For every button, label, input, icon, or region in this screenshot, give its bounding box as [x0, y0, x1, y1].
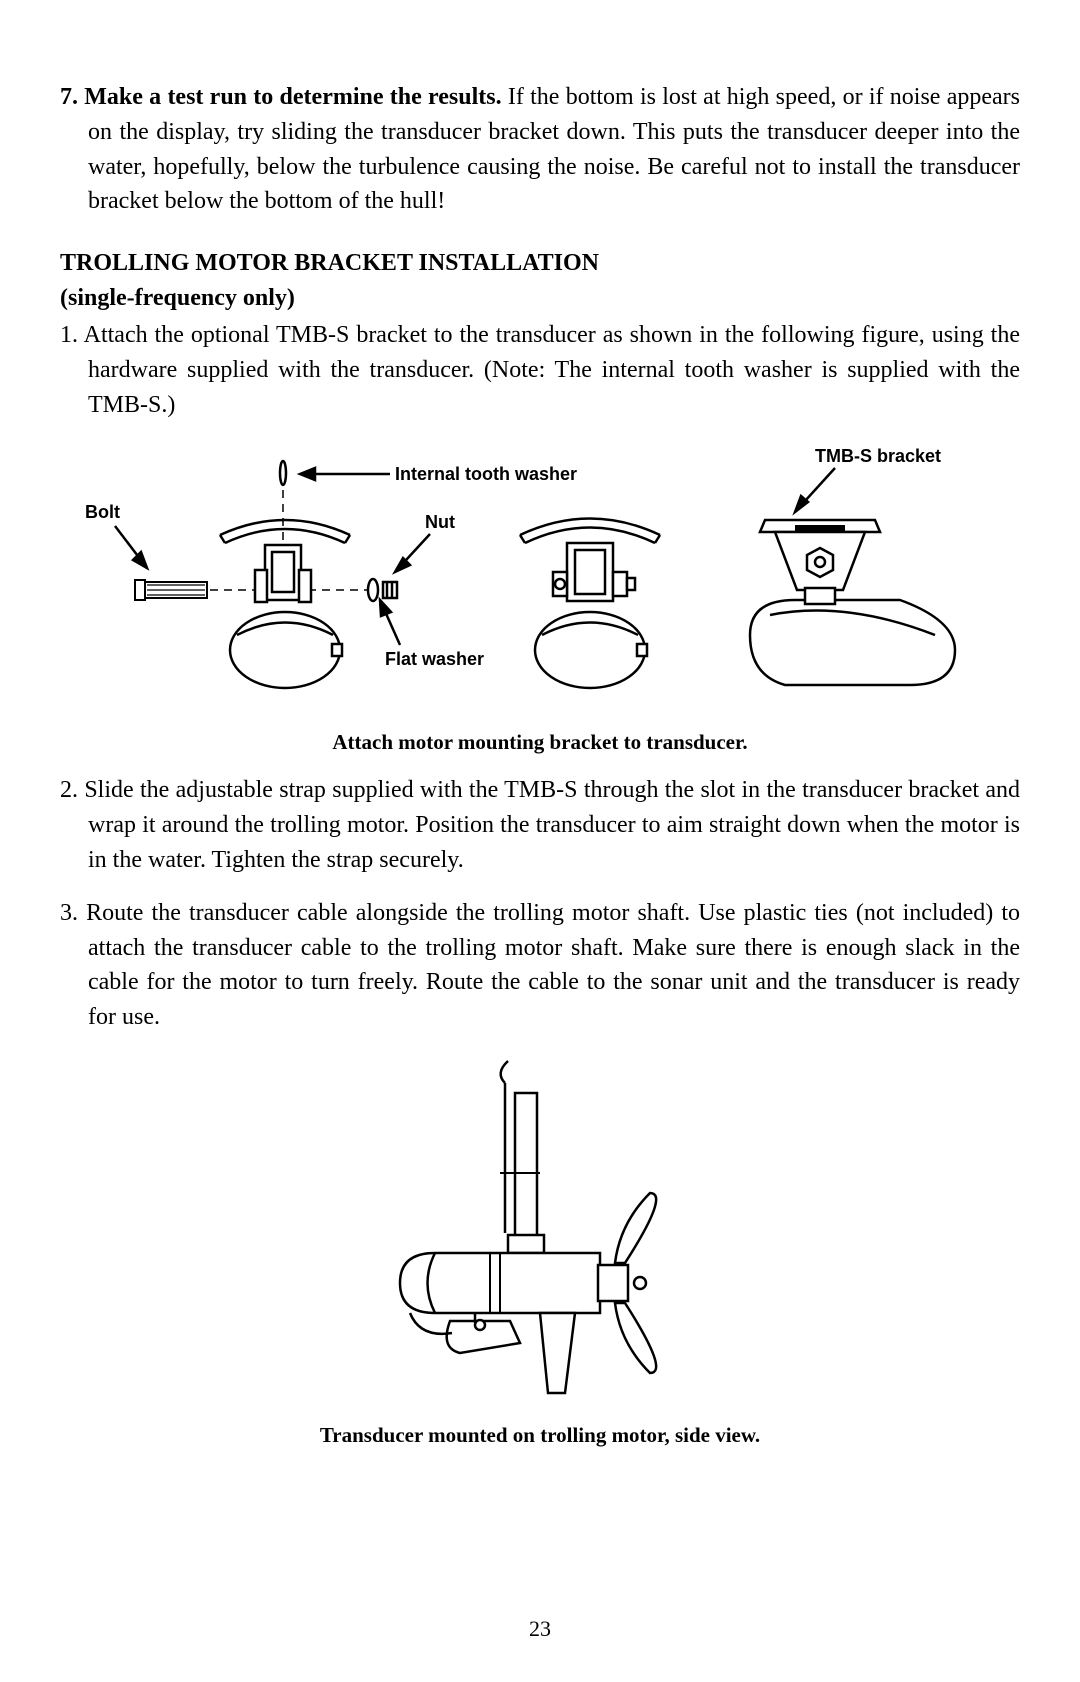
step-2: 2. Slide the adjustable strap supplied w…: [60, 773, 1020, 877]
step-1: 1. Attach the optional TMB-S bracket to …: [60, 318, 1020, 422]
figure-2: Transducer mounted on trolling motor, si…: [60, 1053, 1020, 1448]
figure-1-caption: Attach motor mounting bracket to transdu…: [60, 730, 1020, 755]
figure-1-svg: TMB-S bracket Internal tooth washer Bolt…: [75, 440, 1005, 720]
figure-2-caption: Transducer mounted on trolling motor, si…: [60, 1423, 1020, 1448]
section-heading-line1: TROLLING MOTOR BRACKET INSTALLATION: [60, 247, 1020, 279]
label-bolt: Bolt: [85, 502, 120, 522]
step-3: 3. Route the transducer cable alongside …: [60, 896, 1020, 1035]
step-7-lead: 7. Make a test run to determine the resu…: [60, 84, 502, 110]
step-7-paragraph: 7. Make a test run to determine the resu…: [60, 80, 1020, 219]
label-tmbs-bracket: TMB-S bracket: [815, 446, 941, 466]
page-number: 23: [0, 1616, 1080, 1642]
figure-1: TMB-S bracket Internal tooth washer Bolt…: [60, 440, 1020, 755]
label-flat-washer: Flat washer: [385, 649, 484, 669]
label-nut: Nut: [425, 512, 455, 532]
section-heading-line2: (single-frequency only): [60, 282, 1020, 314]
label-internal-tooth-washer: Internal tooth washer: [395, 464, 577, 484]
figure-2-svg: [340, 1053, 740, 1413]
manual-page: 7. Make a test run to determine the resu…: [0, 0, 1080, 1682]
